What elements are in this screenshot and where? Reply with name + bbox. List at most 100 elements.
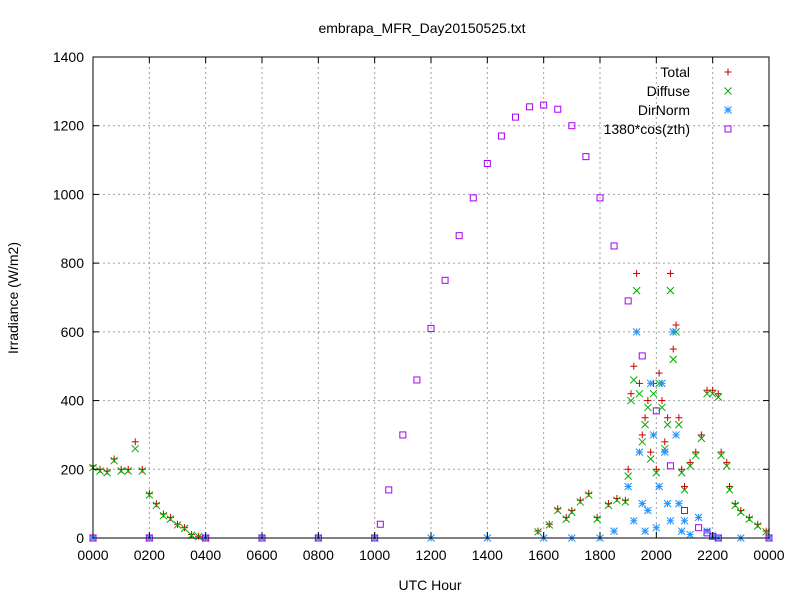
data-point bbox=[694, 513, 703, 522]
legend-label: 1380*cos(zth) bbox=[604, 121, 690, 137]
data-point bbox=[455, 232, 463, 240]
legend-label: Diffuse bbox=[647, 83, 691, 99]
data-point bbox=[624, 472, 633, 481]
data-point bbox=[660, 448, 669, 456]
data-point bbox=[96, 467, 104, 475]
data-point bbox=[124, 465, 132, 473]
data-point bbox=[624, 482, 633, 491]
data-point bbox=[627, 396, 635, 405]
data-point bbox=[117, 465, 125, 473]
data-point bbox=[686, 461, 694, 470]
x-tick-label: 0800 bbox=[303, 547, 334, 563]
data-point bbox=[554, 105, 562, 113]
data-point bbox=[655, 482, 664, 491]
data-point bbox=[635, 448, 644, 456]
data-point bbox=[526, 103, 534, 111]
data-point bbox=[110, 456, 118, 465]
data-point bbox=[675, 414, 683, 422]
data-point bbox=[568, 122, 576, 130]
data-point bbox=[652, 523, 661, 532]
legend-marker bbox=[724, 87, 732, 95]
x-tick-label: 1000 bbox=[359, 547, 390, 563]
data-point bbox=[152, 500, 160, 508]
data-point bbox=[512, 113, 519, 121]
y-axis-label: Irradiance (W/m2) bbox=[5, 242, 21, 354]
data-point bbox=[681, 507, 688, 515]
legend-label: Total bbox=[660, 64, 690, 80]
data-point bbox=[180, 524, 189, 533]
data-point bbox=[666, 462, 674, 470]
x-tick-label: 2200 bbox=[697, 547, 728, 563]
data-point bbox=[638, 437, 647, 446]
x-tick-label: 1200 bbox=[415, 547, 446, 563]
data-point bbox=[103, 467, 111, 475]
data-point bbox=[632, 286, 641, 295]
data-point bbox=[697, 431, 705, 439]
data-point bbox=[582, 153, 590, 161]
data-point bbox=[627, 390, 635, 398]
data-point bbox=[131, 444, 140, 453]
data-point bbox=[553, 506, 562, 515]
data-point bbox=[613, 494, 621, 502]
axes: 0000 0200 0400 0600 0800 1000 1200 1400 1600 1800… bbox=[53, 49, 785, 563]
data-point bbox=[644, 403, 652, 412]
data-point bbox=[680, 516, 689, 525]
data-point bbox=[736, 508, 745, 517]
data-point bbox=[110, 455, 118, 463]
data-point bbox=[629, 516, 638, 525]
data-point bbox=[585, 489, 593, 497]
data-point bbox=[677, 527, 686, 535]
data-point bbox=[399, 431, 407, 439]
data-point bbox=[562, 515, 571, 523]
data-point bbox=[145, 489, 153, 497]
data-point bbox=[708, 389, 717, 398]
y-tick-label: 600 bbox=[61, 324, 85, 340]
data-point bbox=[731, 501, 740, 510]
x-tick-label: 0600 bbox=[246, 547, 277, 563]
chart-title: embrapa_MFR_Day20150525.txt bbox=[318, 20, 525, 36]
data-point bbox=[593, 513, 601, 521]
data-point bbox=[649, 389, 658, 398]
data-point bbox=[703, 389, 711, 398]
data-point bbox=[610, 527, 618, 535]
x-tick-label: 1600 bbox=[528, 547, 559, 563]
data-point bbox=[646, 455, 655, 463]
x-tick-label: 0400 bbox=[190, 547, 221, 563]
data-point bbox=[692, 448, 700, 456]
data-point bbox=[658, 397, 666, 405]
data-point bbox=[534, 527, 542, 536]
data-point bbox=[635, 389, 644, 398]
data-point bbox=[675, 499, 683, 508]
data-point bbox=[629, 376, 638, 384]
y-tick-label: 1000 bbox=[53, 186, 84, 202]
data-point bbox=[669, 328, 678, 336]
data-point bbox=[672, 321, 680, 329]
data-point bbox=[714, 393, 723, 401]
data-point bbox=[540, 101, 548, 109]
x-tick-label: 0000 bbox=[77, 547, 108, 563]
data-point bbox=[641, 527, 649, 535]
x-tick-label: 0000 bbox=[753, 547, 784, 563]
data-point bbox=[669, 345, 677, 353]
data-point bbox=[624, 297, 632, 305]
data-point bbox=[638, 352, 646, 360]
data-point bbox=[427, 324, 435, 332]
data-point bbox=[632, 328, 641, 336]
data-point bbox=[644, 506, 652, 515]
data-point bbox=[138, 465, 146, 473]
data-point bbox=[604, 501, 613, 510]
data-point bbox=[497, 132, 505, 140]
data-point bbox=[669, 355, 678, 364]
data-point bbox=[138, 467, 147, 475]
data-point bbox=[568, 507, 576, 515]
data-point bbox=[652, 407, 660, 415]
data-point bbox=[686, 530, 694, 539]
data-point bbox=[675, 420, 683, 429]
data-point bbox=[145, 491, 154, 499]
data-point bbox=[691, 451, 700, 460]
data-point bbox=[593, 515, 602, 523]
data-point bbox=[630, 362, 638, 370]
data-point bbox=[610, 242, 618, 250]
data-point bbox=[194, 532, 203, 541]
data-point bbox=[686, 458, 694, 466]
